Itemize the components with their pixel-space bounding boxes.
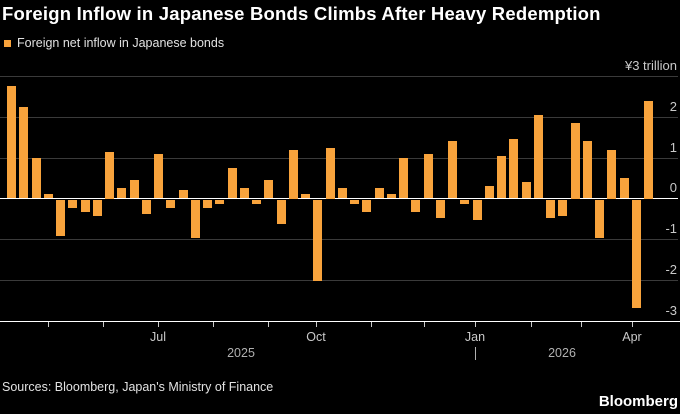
x-axis-tick [475,322,476,327]
x-axis-month-label: Jul [150,330,166,344]
x-axis-year-label: 2026 [548,346,576,360]
gridline [0,239,678,240]
bar-week-18 [215,199,225,204]
bar-week-49 [595,199,604,239]
bar-week-10 [117,188,127,199]
bar-week-24 [288,149,298,199]
y-axis-tick-label: -1 [665,221,677,236]
x-axis-tick [268,322,269,327]
gridline [0,158,678,159]
x-axis-tick [158,322,159,327]
bar-week-9 [105,151,115,199]
y-axis-tick-label: -2 [665,262,677,277]
y-axis-tick-label: -3 [665,303,677,318]
x-axis-tick [213,322,214,327]
bar-week-7 [80,199,90,212]
bar-week-26 [313,199,323,282]
bar-week-51 [619,178,629,199]
bar-week-52 [631,199,641,308]
year-divider [475,347,476,360]
bloomberg-logo: Bloomberg [598,393,678,410]
bar-week-16 [190,199,200,239]
bar-week-2 [19,106,29,199]
bar-week-14 [166,199,176,208]
gridline [0,76,678,77]
x-axis-baseline [0,321,680,322]
bar-week-34 [411,199,421,212]
bar-week-27 [325,147,335,199]
bar-week-48 [582,141,592,199]
zero-line [0,198,678,199]
bar-week-17 [203,199,213,208]
bar-week-3 [31,157,41,199]
chart-title: Foreign Inflow in Japanese Bonds Climbs … [2,3,601,24]
x-axis-tick [581,322,582,327]
bar-week-23 [276,199,286,224]
bar-week-15 [178,190,188,199]
x-axis-month-label: Oct [306,330,326,344]
bar-week-45 [546,199,555,218]
bar-week-4 [43,194,53,199]
bar-week-5 [56,199,66,237]
x-axis-tick [316,322,317,327]
legend: Foreign net inflow in Japanese bonds [4,36,224,50]
bar-week-43 [521,182,531,199]
bar-week-39 [472,199,482,220]
x-axis-month-label: Jan [464,330,486,344]
bar-week-8 [92,199,102,216]
sources-note: Sources: Bloomberg, Japan's Ministry of … [2,380,274,394]
x-axis-tick [371,322,372,327]
bar-week-21 [252,199,262,204]
x-axis-month-label: Apr [622,330,642,344]
bar-week-29 [350,199,360,204]
bar-week-19 [227,167,237,199]
bar-week-12 [141,199,151,214]
bar-week-41 [497,155,506,199]
bar-week-36 [435,199,445,218]
y-axis-tick-label: 1 [669,140,677,155]
y-axis-unit-label: ¥3 trillion [624,58,677,73]
bar-week-50 [607,149,617,199]
bar-week-1 [7,86,17,199]
bar-week-35 [423,153,433,199]
x-axis-year-label: 2025 [227,346,255,360]
bar-week-33 [399,157,409,199]
bar-week-6 [68,199,78,208]
bar-week-11 [129,180,139,199]
bar-week-40 [484,186,494,199]
x-axis-tick [632,322,633,327]
y-axis-tick-label: 2 [669,99,677,114]
bar-week-28 [337,188,347,199]
bar-week-37 [448,141,458,199]
bar-week-44 [533,114,543,199]
x-axis-tick [103,322,104,327]
bar-week-13 [154,153,164,199]
y-axis-tick-label: 0 [669,180,677,195]
bar-week-20 [239,188,249,199]
legend-swatch-icon [4,39,11,47]
bar-week-32 [386,194,396,199]
bar-week-30 [362,199,372,212]
x-axis-tick [531,322,532,327]
bar-week-53 [644,100,653,199]
bar-week-47 [570,123,580,199]
bar-week-46 [558,199,568,216]
x-axis-tick [424,322,425,327]
bar-week-38 [460,199,470,204]
legend-label: Foreign net inflow in Japanese bonds [17,36,225,50]
gridline [0,280,678,281]
bar-week-42 [509,139,519,199]
gridline [0,117,678,118]
bar-week-31 [374,188,384,199]
bar-week-25 [301,194,311,199]
x-axis-tick [48,322,49,327]
bar-week-22 [264,180,274,199]
